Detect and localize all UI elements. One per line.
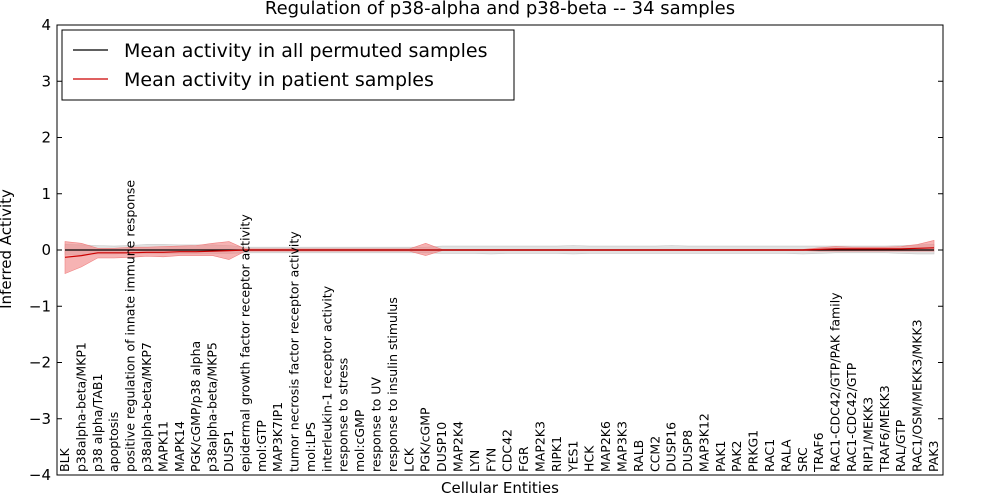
y-axis-label: Inferred Activity bbox=[0, 189, 15, 309]
series-lines bbox=[64, 247, 935, 258]
y-tick-label: −1 bbox=[29, 297, 51, 315]
x-tick-label: response to UV bbox=[369, 377, 384, 472]
x-tick-label: PGK/cGMP/p38 alpha bbox=[188, 341, 203, 472]
x-tick-label: interleukin-1 receptor activity bbox=[319, 285, 334, 472]
legend-box bbox=[61, 29, 515, 101]
x-tick-label: tumor necrosis factor receptor activity bbox=[287, 231, 302, 472]
chart-title: Regulation of p38-alpha and p38-beta -- … bbox=[265, 0, 735, 19]
x-tick-label: MAP2K4 bbox=[451, 421, 466, 472]
x-tick-label: FGR bbox=[516, 446, 531, 472]
x-tick-label: TRAF6/MEKK3 bbox=[877, 385, 892, 473]
y-tick-label: −2 bbox=[29, 354, 51, 372]
y-tick-label: 0 bbox=[41, 241, 51, 259]
x-tick-label: RAL/GTP bbox=[893, 419, 908, 472]
x-tick-label: YES1 bbox=[565, 441, 580, 473]
x-tick-label: HCK bbox=[582, 445, 597, 472]
y-tick-label: 2 bbox=[41, 129, 51, 147]
x-tick-label: MAP3K3 bbox=[615, 421, 630, 472]
y-tick-label: 1 bbox=[41, 185, 51, 203]
x-tick-label: MAP3K7IP1 bbox=[270, 402, 285, 472]
x-tick-label: p38alpha-beta/MKP7 bbox=[139, 342, 154, 472]
confidence-bands bbox=[64, 240, 935, 275]
x-tick-label: MAP2K3 bbox=[533, 421, 548, 472]
legend-label-1: Mean activity in all permuted samples bbox=[124, 40, 487, 62]
x-tick-label: RALB bbox=[631, 440, 646, 472]
x-tick-label: MAP2K6 bbox=[598, 421, 613, 472]
x-tick-label: MAP3K12 bbox=[697, 413, 712, 472]
x-tick-label: apoptosis bbox=[106, 412, 121, 472]
x-tick-label: CDC42 bbox=[500, 429, 515, 472]
x-tick-label: TRAF6 bbox=[811, 432, 826, 473]
x-tick-label: MAPK14 bbox=[172, 421, 187, 472]
x-tick-label: PAK2 bbox=[729, 441, 744, 472]
x-tick-label: RAC1/OSM/MEKK3/MKK3 bbox=[910, 319, 925, 472]
x-tick-label: PRKG1 bbox=[746, 430, 761, 472]
x-tick-label: DUSP1 bbox=[221, 430, 236, 472]
x-tick-label: mol:LPS bbox=[303, 422, 318, 472]
x-tick-label: SRC bbox=[795, 447, 810, 472]
y-tick-label: −3 bbox=[29, 410, 51, 428]
x-tick-label: RIP1/MEKK3 bbox=[860, 397, 875, 472]
y-tick-label: −4 bbox=[29, 466, 51, 484]
x-tick-label: RIPK1 bbox=[549, 436, 564, 472]
x-tick-label: p38alpha-beta/MKP1 bbox=[73, 342, 88, 472]
x-tick-label: RAC1-CDC42/GTP/PAK family bbox=[828, 292, 843, 472]
x-tick-label: CCM2 bbox=[647, 436, 662, 472]
x-tick-label: response to stress bbox=[336, 358, 351, 472]
x-tick-label: p38alpha-beta/MKP5 bbox=[205, 342, 220, 472]
x-tick-label: RAC1-CDC42/GTP bbox=[844, 362, 859, 472]
x-tick-label: DUSP16 bbox=[664, 422, 679, 472]
x-tick-label: DUSP8 bbox=[680, 430, 695, 472]
x-tick-label: BLK bbox=[57, 447, 72, 472]
y-axis-ticks: −4 −3 −2 −1 0 1 2 3 4 bbox=[29, 16, 943, 484]
legend-label-2: Mean activity in patient samples bbox=[124, 69, 434, 91]
x-tick-label: FYN bbox=[483, 448, 498, 472]
x-tick-label: RAC1 bbox=[762, 439, 777, 472]
plot-frame bbox=[56, 24, 944, 476]
x-tick-label: epidermal growth factor receptor activit… bbox=[237, 214, 252, 472]
x-tick-label: response to insulin stimulus bbox=[385, 297, 400, 472]
x-tick-label: PAK3 bbox=[926, 441, 941, 472]
series-2-line bbox=[64, 247, 935, 258]
y-tick-label: 4 bbox=[41, 16, 51, 34]
x-tick-label: positive regulation of innate immune res… bbox=[123, 180, 138, 472]
x-category-labels: BLK p38alpha-beta/MKP1 p38 alpha/TAB1 apopt… bbox=[57, 180, 941, 473]
x-axis-label: Cellular Entities bbox=[441, 479, 559, 497]
x-tick-label: p38 alpha/TAB1 bbox=[90, 374, 105, 472]
x-tick-label: LYN bbox=[467, 450, 482, 472]
legend: Mean activity in all permuted samples Mea… bbox=[61, 29, 515, 101]
x-tick-label: DUSP10 bbox=[434, 422, 449, 472]
x-tick-label: PGK/cGMP bbox=[418, 407, 433, 472]
series-2-band bbox=[64, 240, 935, 275]
x-tick-label: PAK1 bbox=[713, 440, 728, 471]
y-tick-label: 3 bbox=[41, 72, 51, 90]
x-tick-label: MAPK11 bbox=[155, 421, 170, 472]
x-tick-label: mol:cGMP bbox=[352, 409, 367, 472]
x-tick-label: LCK bbox=[401, 447, 416, 472]
x-tick-label: RALA bbox=[778, 439, 793, 472]
x-tick-label: mol:GTP bbox=[254, 420, 269, 472]
